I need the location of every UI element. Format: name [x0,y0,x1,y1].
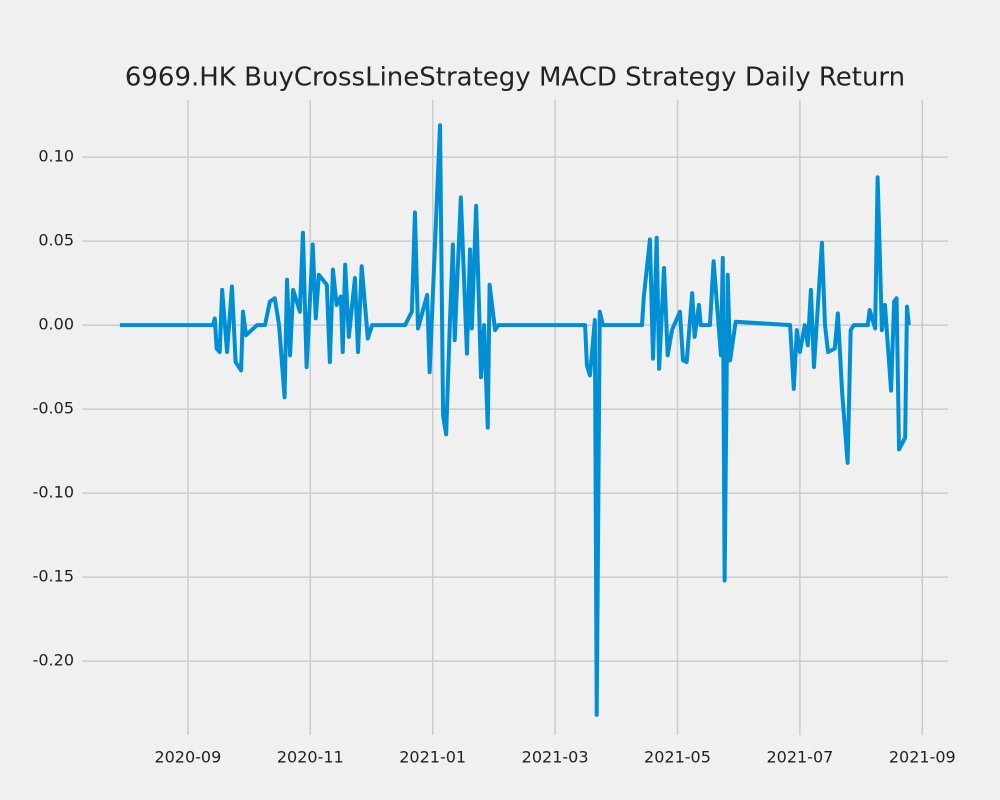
y-tick-label: -0.10 [33,483,74,502]
x-tick-label: 2021-07 [766,748,833,767]
y-tick-label: 0.00 [38,315,74,334]
x-tick-label: 2021-05 [644,748,711,767]
x-tick-label: 2020-09 [154,748,221,767]
chart-title: 6969.HK BuyCrossLineStrategy MACD Strate… [125,63,905,93]
x-tick-label: 2021-09 [889,748,956,767]
y-tick-label: 0.10 [38,147,74,166]
x-tick-label: 2021-01 [399,748,466,767]
x-tick-label: 2021-03 [522,748,589,767]
y-tick-label: -0.20 [33,651,74,670]
x-tick-label: 2020-11 [277,748,344,767]
data-line [119,123,911,717]
y-tick-label: -0.15 [33,567,74,586]
y-tick-label: -0.05 [33,399,74,418]
y-tick-label: 0.05 [38,231,74,250]
